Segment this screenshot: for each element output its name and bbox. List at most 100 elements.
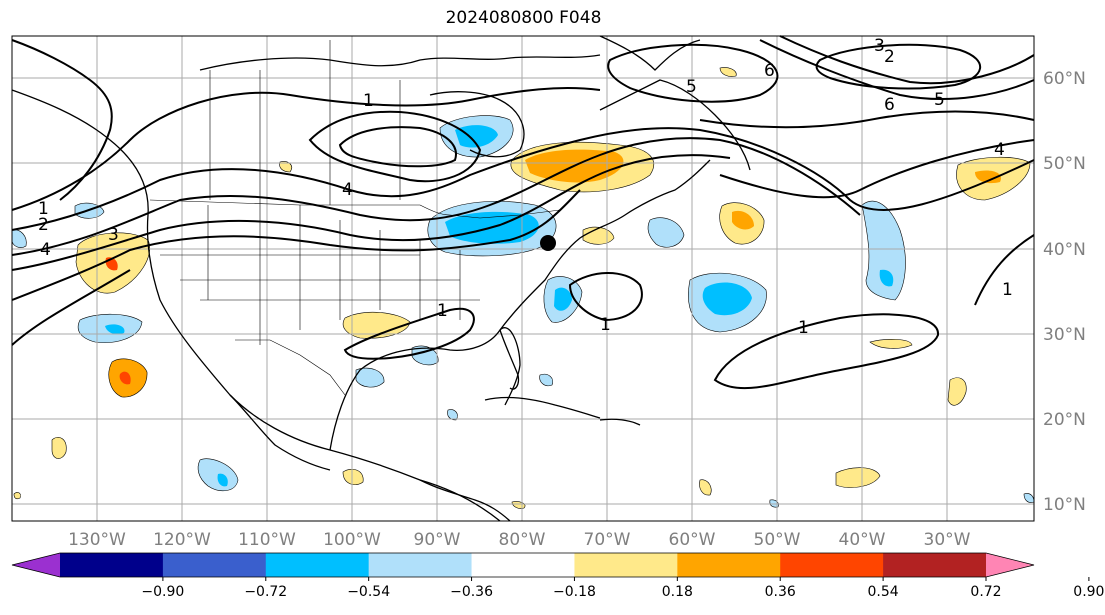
contour-line (568, 272, 643, 322)
contour-label: 6 (884, 95, 895, 115)
country-borders (149, 40, 561, 396)
lon-label: 70°W (584, 530, 631, 550)
lon-label: 30°W (924, 530, 971, 550)
colorbar-tick-label: 0.90 (1073, 584, 1104, 600)
contour-label: 1 (38, 199, 49, 219)
lon-label: 130°W (68, 530, 126, 550)
pos-patch-misc-5 (51, 437, 67, 459)
latitude-labels: 60°N 50°N 40°N 30°N 20°N 10°N (1043, 69, 1086, 515)
border-states-2 (160, 254, 480, 301)
colorbar-bin (265, 553, 370, 577)
coast-central-america (419, 479, 511, 522)
neg-patch-midatl-core (554, 287, 572, 311)
neg-patch-misc-a (539, 373, 553, 387)
colorbar-tick-label: −0.90 (141, 584, 184, 600)
contour-label: 5 (934, 90, 945, 110)
coast-mexico-pacific (229, 394, 331, 471)
contour-label: 4 (994, 140, 1005, 160)
lat-label: 50°N (1043, 154, 1086, 174)
border-us-canada (149, 199, 561, 219)
contour-label: 2 (884, 47, 895, 67)
colorbar-tick-label: 0.72 (970, 584, 1001, 600)
contour-line (338, 126, 457, 168)
lon-label: 100°W (323, 530, 381, 550)
pos-patch-far-east-core (975, 170, 1001, 184)
neg-patch-atlantic-2-core (702, 282, 752, 316)
colorbar-bin (368, 553, 473, 577)
contours (11, 35, 1035, 390)
coast-greenland (599, 35, 701, 71)
lon-label: 50°W (754, 530, 801, 550)
colorbar-tick-label: 0.36 (765, 584, 796, 600)
contour-label: 4 (40, 240, 51, 260)
contour-line (815, 43, 981, 90)
contour-labels: 1 1 1 1 1 1 2 2 3 3 4 4 4 5 5 6 6 (38, 36, 1013, 338)
contour-label: 1 (798, 318, 809, 338)
coast-hudson-bay (429, 91, 525, 158)
pos-patch-atlantic-1-core (732, 210, 754, 230)
pos-patch-misc-3 (869, 339, 913, 349)
coast-hispaniola (599, 418, 641, 426)
coast-labrador (599, 79, 751, 171)
contour-line (11, 87, 601, 211)
pos-patch-pacific-sw-core (119, 371, 131, 385)
colorbar: −0.90 −0.72 −0.54 −0.36 −0.18 0.18 0.36 0.54 0.7… (11, 552, 1104, 600)
colorbar-tick-label: −0.54 (347, 584, 390, 600)
contour-line (11, 269, 131, 346)
neg-patch-hudson-core (455, 125, 498, 148)
lon-label: 60°W (669, 530, 716, 550)
lon-label: 110°W (238, 530, 296, 550)
contour-line (779, 35, 1035, 85)
pos-patch-misc-10 (13, 492, 21, 500)
contour-label: 4 (342, 180, 353, 200)
longitude-labels: 130°W 120°W 110°W 100°W 90°W 80°W 70°W 6… (68, 530, 971, 550)
colorbar-outline (11, 552, 1035, 578)
lon-label: 90°W (414, 530, 461, 550)
colorbar-bin (471, 553, 575, 577)
contour-line (699, 110, 1035, 129)
lat-label: 30°N (1043, 325, 1086, 345)
coast-cuba (484, 396, 601, 419)
contour-label: 3 (874, 36, 885, 56)
colorbar-bin (780, 553, 884, 577)
lon-label: 120°W (153, 530, 211, 550)
lon-label: 80°W (499, 530, 546, 550)
coast-florida (499, 329, 520, 390)
map-frame (11, 35, 1035, 522)
pos-patch-misc-1 (279, 161, 292, 173)
pos-patch-misc-4 (947, 377, 967, 406)
colorbar-tick-label: −0.36 (450, 584, 493, 600)
neg-patch-east-band-core (879, 269, 894, 287)
location-marker (540, 235, 556, 251)
neg-patch-pacific-1-core (105, 324, 125, 335)
contour-line (308, 110, 482, 183)
contour-label: 1 (600, 315, 611, 335)
lon-label: 40°W (839, 530, 886, 550)
contour-label: 2 (38, 215, 49, 235)
shaded-field (11, 67, 1035, 509)
contour-line (974, 234, 1035, 306)
neg-patch-mexico (355, 367, 385, 388)
contour-line (719, 139, 1035, 199)
colorbar-extend-max (986, 553, 1034, 577)
pos-patch-misc-6 (342, 469, 364, 485)
neg-patch-pac-edge (11, 229, 27, 248)
colorbar-tick-label: −0.18 (553, 584, 596, 600)
coast-gulf (329, 327, 521, 451)
lat-label: 40°N (1043, 240, 1086, 260)
contour-line (11, 127, 1035, 231)
contour-label: 6 (764, 61, 775, 81)
coast-arctic (199, 54, 601, 71)
pos-patch-misc-7 (835, 467, 881, 488)
neg-patch-pacific-2-core (217, 473, 228, 487)
contour-label: 1 (1002, 280, 1013, 300)
lat-label: 60°N (1043, 69, 1086, 89)
contour-line (11, 189, 581, 301)
colorbar-bin (162, 553, 267, 577)
contour-line (11, 137, 861, 256)
colorbar-bin (883, 553, 987, 577)
coast-north-america-west (11, 89, 501, 522)
border-canada-provinces (209, 40, 401, 205)
lat-label: 10°N (1043, 495, 1086, 515)
colorbar-extend-min (12, 553, 60, 577)
